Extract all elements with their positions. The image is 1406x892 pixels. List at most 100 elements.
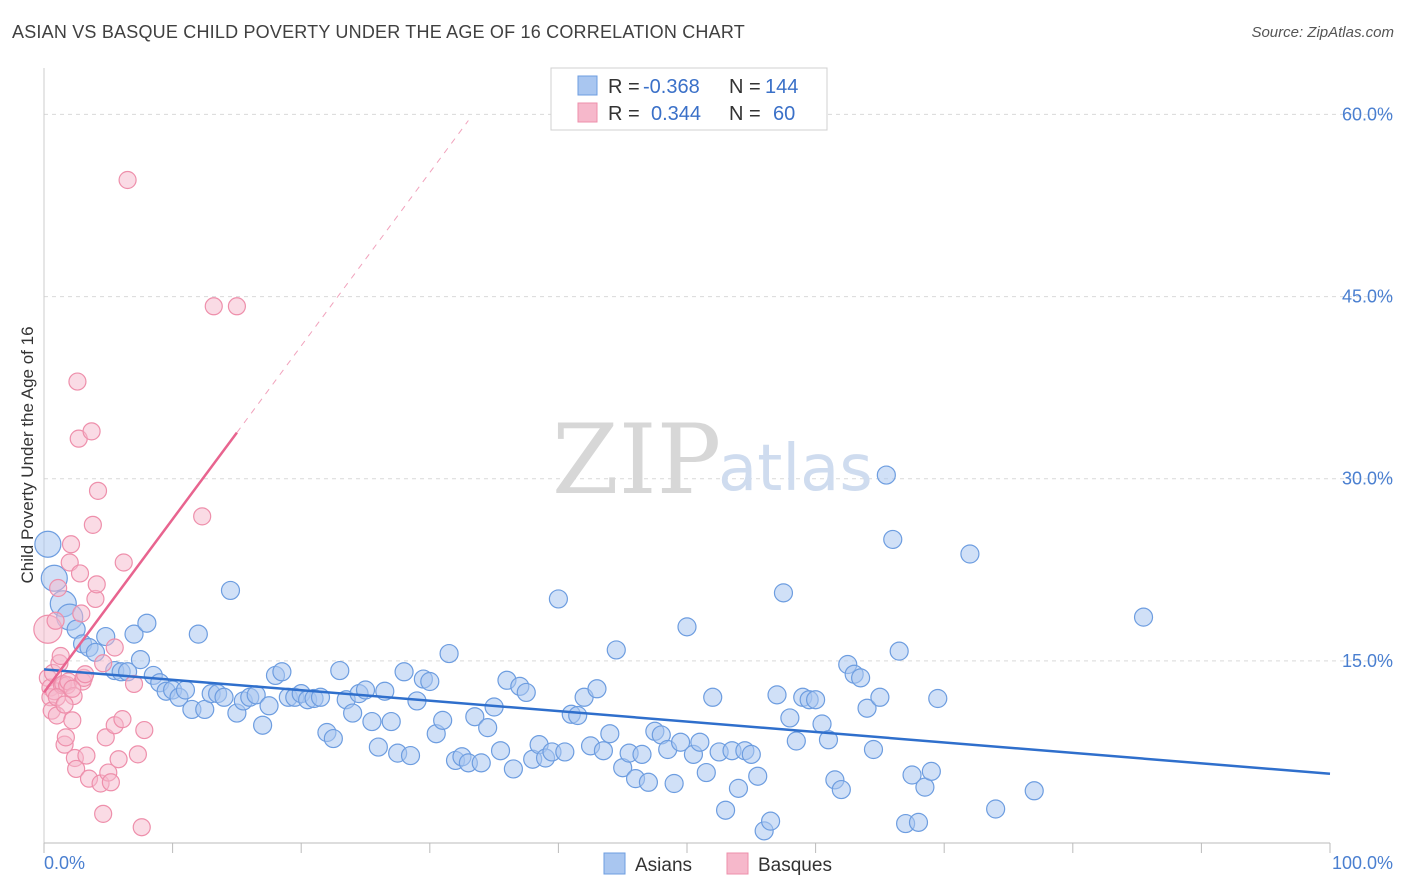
- asian-point: [902, 765, 922, 785]
- y-tick-label: 15.0%: [1342, 651, 1393, 671]
- asian-point: [921, 761, 941, 781]
- asian-point: [805, 690, 826, 710]
- asian-point: [220, 580, 241, 601]
- basque-point: [46, 611, 65, 630]
- asian-point: [188, 624, 208, 644]
- asian-point: [851, 668, 871, 688]
- asian-point: [323, 728, 343, 749]
- asian-point: [870, 687, 890, 707]
- basque-point: [87, 575, 106, 594]
- basque-point: [101, 773, 120, 792]
- asian-point: [433, 710, 453, 730]
- asian-point: [632, 744, 652, 764]
- basque-point: [63, 711, 82, 730]
- asian-point: [394, 662, 414, 682]
- asian-point: [343, 703, 363, 723]
- asian-point: [471, 753, 491, 773]
- basque-point: [109, 750, 128, 769]
- legend-asian-n-label: N =: [729, 76, 761, 98]
- basque-point: [135, 720, 154, 740]
- asian-point: [420, 671, 440, 692]
- asian-point: [818, 730, 839, 750]
- asian-point: [214, 687, 234, 707]
- legend-basque-n-value: 60: [773, 103, 795, 125]
- legend-basque-r-label: R =: [608, 103, 640, 125]
- asian-point: [362, 711, 382, 732]
- basque-point: [227, 297, 246, 316]
- bottom-legend-asian-label: Asians: [635, 855, 692, 876]
- asian-point: [831, 779, 851, 800]
- basque-point: [61, 535, 81, 554]
- basque-point: [204, 297, 223, 316]
- source-label: Source: ZipAtlas.com: [1251, 24, 1394, 41]
- basque-point: [88, 481, 108, 500]
- basque-point: [94, 804, 113, 823]
- asian-point: [696, 762, 716, 783]
- basque-point: [105, 638, 124, 657]
- asian-point: [703, 687, 723, 707]
- basque-point: [70, 564, 90, 583]
- bottom-legend-asian-swatch: [603, 852, 626, 875]
- basque-point: [49, 578, 68, 598]
- asian-point: [760, 811, 781, 831]
- basque-point: [113, 710, 132, 729]
- asian-point: [465, 707, 485, 727]
- asian-point: [960, 544, 980, 564]
- legend-asian-r-value: -0.368: [643, 76, 700, 98]
- basque-point: [51, 646, 70, 666]
- basque-point: [67, 759, 86, 779]
- x-tick-label: 100.0%: [1332, 853, 1393, 873]
- basque-point: [114, 553, 133, 572]
- bottom-legend-basque-label: Basques: [758, 855, 832, 876]
- asian-point: [767, 685, 787, 705]
- y-tick-label: 60.0%: [1342, 104, 1393, 124]
- correlation-legend: R = -0.368 N = 144 R = 0.344 N = 60: [550, 67, 828, 131]
- x-tick-label: 0.0%: [44, 853, 85, 873]
- x-tick-labels: 0.0% 100.0%: [44, 853, 1393, 873]
- legend-asian-r-label: R =: [608, 76, 640, 98]
- basque-point: [77, 746, 96, 765]
- asian-point: [1024, 781, 1044, 801]
- asian-point: [593, 741, 614, 761]
- y-tick-labels: 15.0% 30.0% 45.0% 60.0%: [1342, 104, 1393, 670]
- asian-point: [600, 724, 620, 744]
- asian-point: [606, 640, 626, 660]
- basque-point: [193, 507, 212, 526]
- asian-point: [555, 742, 575, 762]
- asian-point: [857, 698, 877, 718]
- asian-point: [503, 759, 523, 779]
- asian-point: [137, 613, 157, 633]
- asian-point: [34, 530, 62, 558]
- y-tick-label: 45.0%: [1342, 287, 1393, 307]
- asian-point: [272, 662, 292, 682]
- asian-point: [568, 705, 588, 726]
- basque-point: [56, 728, 75, 747]
- asian-point: [928, 688, 948, 709]
- legend-basque-n-label: N =: [729, 103, 761, 125]
- asian-point: [889, 641, 909, 661]
- asian-point: [876, 465, 896, 485]
- basque-point: [128, 745, 147, 764]
- basque-point: [63, 679, 82, 698]
- legend-basque-swatch: [577, 102, 598, 123]
- asian-point: [490, 741, 511, 761]
- asian-trend-line: [43, 668, 1331, 776]
- watermark: ZIP atlas: [552, 404, 873, 516]
- asian-point: [677, 617, 697, 637]
- asian-point: [439, 643, 459, 664]
- asian-point: [786, 731, 806, 751]
- asian-point: [748, 766, 768, 786]
- asian-point: [259, 696, 279, 716]
- basque-point: [94, 654, 113, 673]
- basque-point: [82, 422, 101, 441]
- asian-point: [638, 772, 659, 792]
- asian-point: [728, 778, 749, 798]
- asian-point: [400, 745, 421, 766]
- gridlines: [44, 113, 1392, 662]
- basque-trend-line: [42, 431, 238, 694]
- asian-point: [330, 660, 350, 681]
- basque-point: [68, 372, 87, 391]
- asian-point: [124, 624, 144, 644]
- asian-point: [908, 812, 929, 832]
